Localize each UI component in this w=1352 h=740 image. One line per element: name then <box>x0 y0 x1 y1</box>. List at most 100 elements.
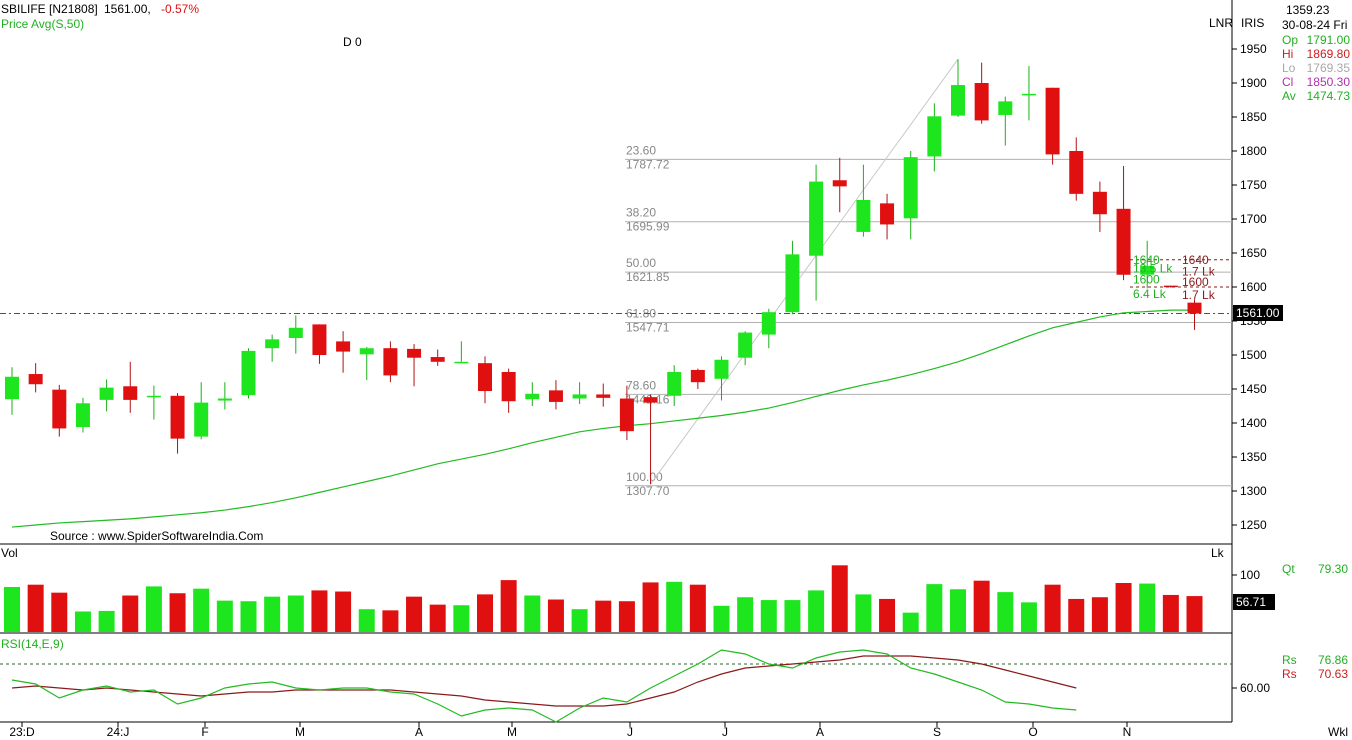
time-tick-label: M <box>295 725 305 739</box>
candle <box>1140 240 1155 289</box>
volume-bar <box>145 586 162 632</box>
candle <box>28 363 43 393</box>
moving-average-layer <box>11 309 1195 528</box>
candle-body <box>1092 191 1107 215</box>
candle-body <box>714 359 729 379</box>
volume-bar <box>808 590 825 632</box>
candle-body <box>856 199 871 232</box>
candle <box>75 397 90 433</box>
candle <box>359 346 374 381</box>
candle-body <box>99 387 114 400</box>
info-row-value: 1474.73 <box>1307 89 1351 103</box>
price-tick-label: 1900 <box>1240 76 1267 90</box>
candle-body <box>1045 87 1060 155</box>
rsi-signal-line <box>11 655 1077 707</box>
candle-body <box>525 393 540 400</box>
candle-body <box>1163 285 1178 288</box>
current-price-tag-text: 1561.00 <box>1236 306 1280 320</box>
annotation-label: 1600 <box>1182 275 1209 289</box>
volume-bar <box>713 605 730 632</box>
current-price-tag <box>1233 305 1283 321</box>
candle <box>951 59 965 117</box>
candle <box>501 368 516 413</box>
time-tick-label: M <box>507 725 517 739</box>
fib-percent-label: 23.60 <box>626 143 656 157</box>
candle-body <box>998 101 1013 115</box>
candle-body <box>407 348 422 358</box>
volume-bar <box>311 590 328 632</box>
volume-bar <box>737 597 754 632</box>
candle-body <box>619 398 634 432</box>
info-row-value: 1850.30 <box>1307 75 1351 89</box>
qt-label: Qt <box>1282 562 1295 576</box>
candle-body <box>951 85 965 116</box>
volume-bar <box>74 611 91 632</box>
candle <box>170 393 185 454</box>
volume-bar <box>1186 596 1203 632</box>
volume-bar <box>1162 594 1179 632</box>
annotation-label: 1640 <box>1133 253 1160 267</box>
candle-body <box>1021 93 1036 96</box>
fib-swing-line <box>650 58 959 485</box>
price-tick-label: 1850 <box>1240 110 1267 124</box>
marker-label: D 0 <box>343 35 362 49</box>
candle <box>809 164 824 301</box>
volume-bar <box>51 592 68 632</box>
candle-body <box>501 372 516 402</box>
candle-body <box>667 372 682 396</box>
candle <box>974 62 989 124</box>
candle <box>407 344 422 387</box>
candle <box>265 334 280 362</box>
volume-bar <box>1115 582 1132 632</box>
fib-price-label: 1695.99 <box>626 220 670 234</box>
candle-body <box>359 348 374 355</box>
price-axis: 1250130013501400145015001550160016501700… <box>1232 42 1267 532</box>
vol-unit-label: Lk <box>1211 546 1225 560</box>
candle <box>146 385 161 420</box>
candle-body <box>596 394 611 398</box>
volume-bar <box>784 600 801 632</box>
volume-tick-label: 100 <box>1240 568 1260 582</box>
price-tick-label: 1350 <box>1240 450 1267 464</box>
fib-percent-label: 61.80 <box>626 307 656 321</box>
candle-body <box>572 394 587 399</box>
annotation-label: 13.5 Lk <box>1133 262 1173 276</box>
time-tick-label: 23:D <box>9 725 35 739</box>
candle <box>1163 285 1178 288</box>
candle <box>1092 181 1107 232</box>
candle-body <box>1187 302 1202 314</box>
price-tick-label: 1500 <box>1240 348 1267 362</box>
time-tick-label: J <box>627 725 633 739</box>
volume-bar <box>216 600 233 632</box>
candle <box>785 240 800 315</box>
rsi-line <box>11 649 1077 723</box>
candle-body <box>974 83 989 121</box>
price-tick-label: 1800 <box>1240 144 1267 158</box>
candle <box>856 164 871 237</box>
candle-body <box>383 348 398 376</box>
candle <box>123 361 138 413</box>
candle <box>643 394 658 485</box>
cursor-value: 1359.23 <box>1286 3 1330 17</box>
candle <box>619 385 634 440</box>
candle <box>572 382 587 404</box>
candle-body <box>785 254 800 313</box>
volume-bar <box>406 596 423 632</box>
time-tick-label: A <box>415 725 423 739</box>
candle-body <box>454 361 469 364</box>
symbol-label: SBILIFE [N21808] <box>1 2 98 16</box>
time-tick-label: 24:J <box>107 725 130 739</box>
vol-panel-label: Vol <box>1 546 18 560</box>
candle <box>927 103 942 172</box>
rsi-series: 60.00 <box>0 649 1270 723</box>
candle-body <box>927 116 942 157</box>
candle-body <box>548 390 563 402</box>
candle <box>383 341 398 383</box>
candle <box>548 380 563 410</box>
candle-body <box>123 386 138 400</box>
candle-body <box>288 327 303 338</box>
volume-bar <box>831 565 848 632</box>
volume-bar <box>169 593 186 632</box>
